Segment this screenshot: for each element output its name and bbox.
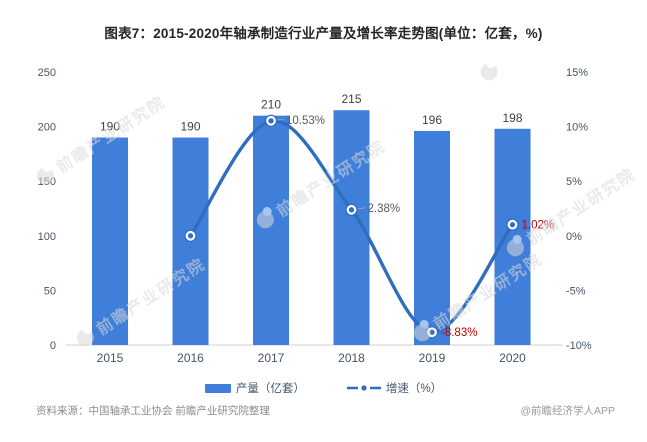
right-axis-tick: 15% [566,67,588,79]
right-axis-tick: -10% [566,340,592,352]
x-axis-label: 2018 [338,351,365,365]
left-axis-tick: 0 [50,340,56,352]
line-marker [264,114,278,128]
right-axis-tick: 10% [566,122,588,134]
growth-value-label: 1.02% [522,220,555,232]
x-axis-label: 2017 [258,351,285,365]
line-marker [185,230,196,241]
growth-line [188,119,515,334]
legend-item-growth: 增速（%） [346,380,443,396]
x-axis-label: 2016 [177,351,204,365]
legend-line-label: 增速（%） [385,383,443,395]
right-axis-tick: 0% [566,231,582,243]
bar-2015 [92,137,128,345]
growth-value-label: -8.83% [441,327,477,339]
left-axis-tick: 150 [38,176,56,188]
left-axis-tick: 200 [38,122,56,134]
growth-value-label: 10.53% [286,115,325,127]
source-note: 资料来源：中国轴承工业协会 前瞻产业研究院整理 [36,405,270,417]
right-axis-tick: 5% [566,176,582,188]
bar-value-label: 190 [180,120,200,134]
chart-area: 250 200 150 100 50 0 15% 10% 5% 0% -5% -10% 190 2015 1… [0,52,647,382]
line-marker [507,219,518,230]
left-axis-tick: 250 [38,67,56,79]
bar-value-label: 196 [422,113,442,127]
line-marker [346,204,357,215]
bar-2017 [253,115,289,346]
bar-value-label: 210 [261,98,281,112]
line-marker [506,218,519,231]
bar-2019 [414,130,450,345]
bar-value-label: 215 [341,92,361,106]
legend-item-output: 产量（亿套） [204,380,305,396]
x-axis-label: 2019 [419,351,446,365]
line-marker [345,203,358,217]
bar-series-swatch-icon [204,383,231,393]
line-marker [184,229,197,242]
left-axis-tick: 100 [38,231,56,243]
chart-plot: 250 200 150 100 50 0 15% 10% 5% 0% -5% -10% 190 2015 1… [38,67,592,365]
x-axis-label: 2015 [97,351,124,365]
x-axis-label: 2020 [499,351,526,365]
left-axis-tick: 50 [44,285,56,297]
right-axis-tick: -5% [566,285,586,297]
legend-bar-label: 产量（亿套） [235,383,305,395]
bar-value-label: 190 [100,120,120,134]
credit-note: @前瞻经济学人APP [520,405,615,417]
chart-legend: 产量（亿套） 增速（%） [0,380,647,396]
label-connector [357,207,366,210]
chart-title: 图表7：2015-2020年轴承制造行业产量及增长率走势图(单位：亿套，%) [104,26,543,41]
growth-value-label: 2.38% [368,203,401,215]
bar-value-label: 198 [502,111,522,125]
line-series-symbol-icon [346,385,381,391]
bar-2020 [494,128,531,345]
line-marker [266,115,276,126]
